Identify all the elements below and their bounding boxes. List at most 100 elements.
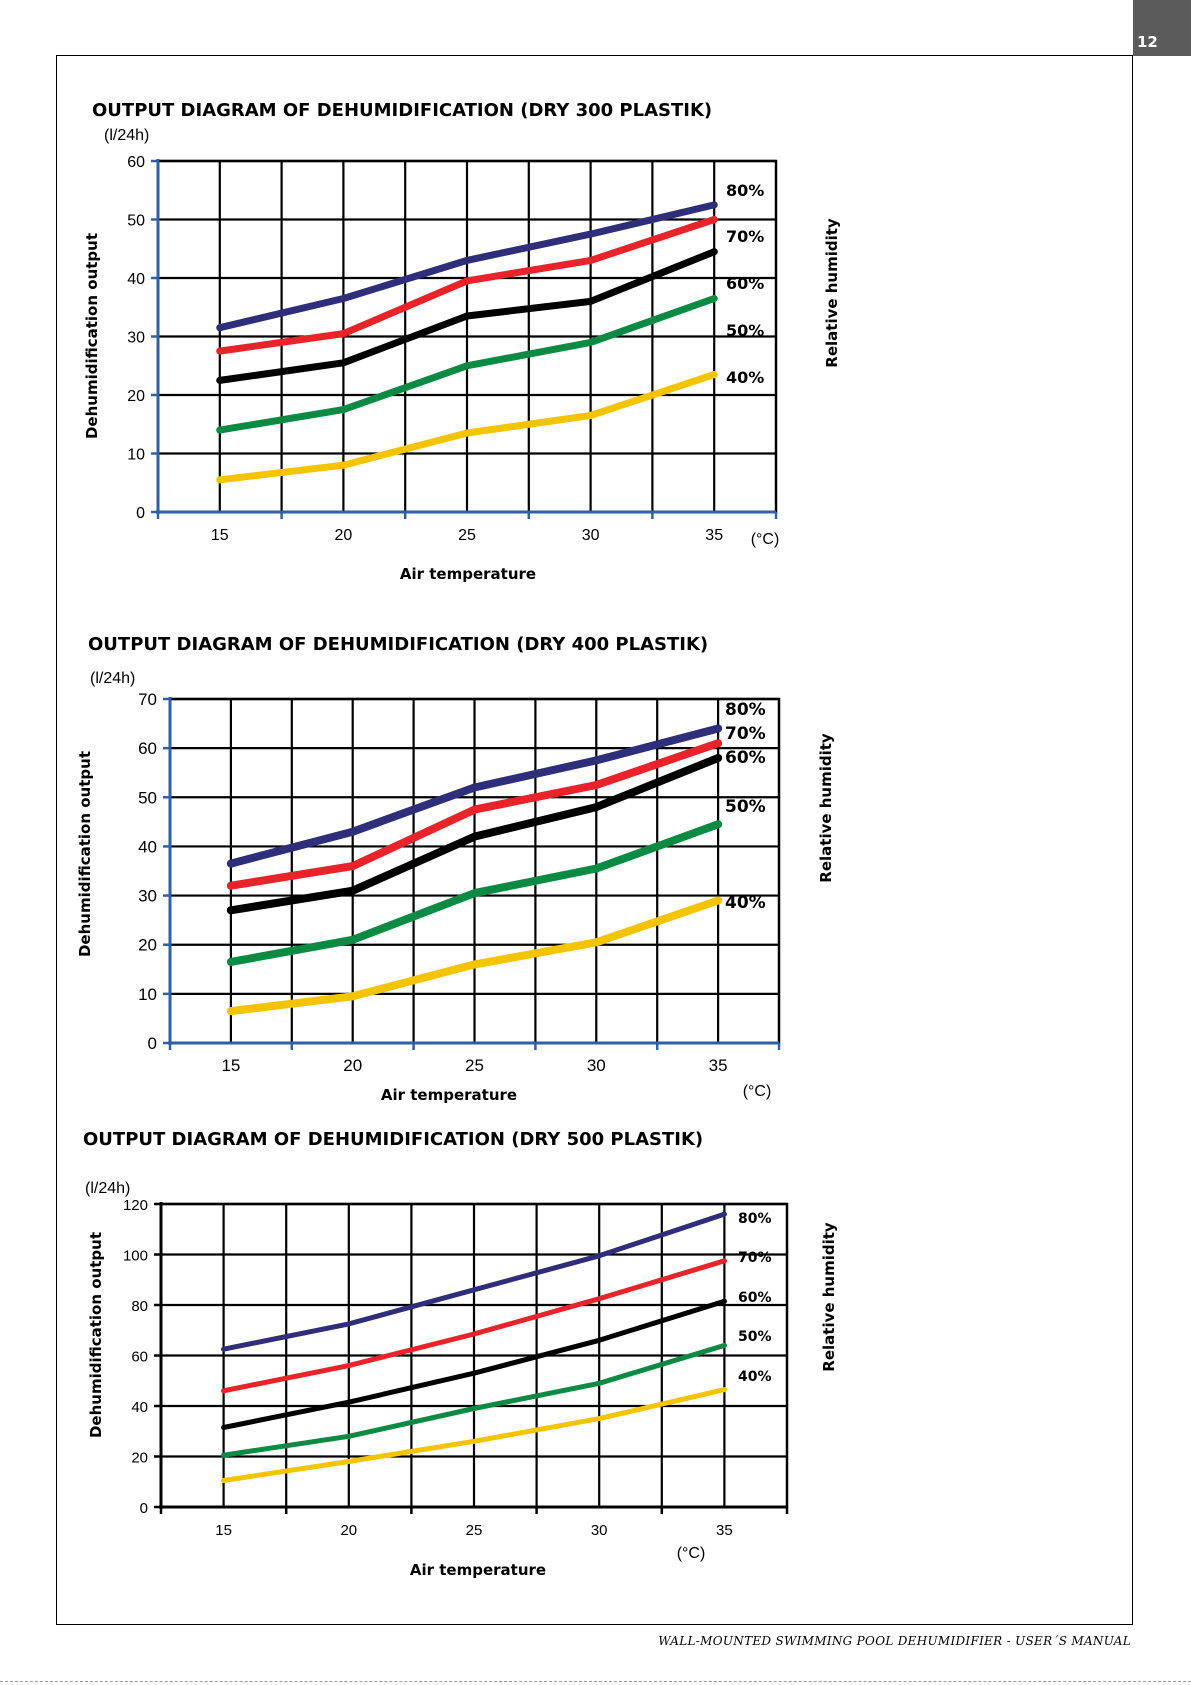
data-point-40pct [226, 1007, 235, 1016]
data-point-70pct [346, 1363, 352, 1369]
data-point-80pct [221, 1346, 227, 1352]
y-tick-label: 20 [131, 1450, 148, 1467]
data-point-70pct [221, 1388, 227, 1394]
y-axis-label: Dehumidification output [87, 1232, 105, 1438]
data-point-50pct [463, 362, 471, 370]
bottom-rule [0, 1681, 1191, 1682]
y-tick-label: 120 [123, 1197, 148, 1214]
data-point-70pct [470, 805, 479, 814]
data-point-60pct [592, 803, 601, 812]
y-tick-label: 40 [138, 837, 157, 856]
data-point-60pct [470, 832, 479, 841]
data-point-50pct [470, 889, 479, 898]
y-tick-label: 30 [138, 887, 157, 906]
y-tick-label: 40 [131, 1399, 148, 1416]
legend-title-relative-humidity: Relative humidity [823, 218, 841, 368]
data-point-70pct [721, 1258, 727, 1264]
y-tick-label: 0 [140, 1500, 148, 1517]
data-point-60pct [339, 359, 347, 367]
data-point-40pct [596, 1416, 602, 1422]
data-point-40pct [221, 1477, 227, 1483]
data-point-80pct [596, 1253, 602, 1259]
data-point-50pct [216, 426, 224, 434]
data-point-40pct [216, 476, 224, 484]
x-tick-label: 15 [211, 527, 229, 544]
data-point-60pct [221, 1424, 227, 1430]
x-unit-label: (°C) [743, 1083, 772, 1100]
legend-title-relative-humidity: Relative humidity [817, 733, 835, 883]
y-unit-label: (l/24h) [90, 670, 135, 687]
data-point-40pct [710, 371, 718, 379]
data-point-80pct [348, 827, 357, 836]
x-tick-label: 35 [716, 1522, 733, 1539]
y-tick-label: 70 [138, 690, 157, 709]
data-point-40pct [348, 992, 357, 1001]
data-point-60pct [463, 312, 471, 320]
x-tick-label: 20 [343, 1056, 362, 1075]
data-point-80pct [721, 1211, 727, 1217]
y-tick-label: 20 [127, 388, 145, 405]
data-point-40pct [463, 429, 471, 437]
data-point-80pct [471, 1287, 477, 1293]
y-tick-label: 60 [131, 1349, 148, 1366]
data-point-80pct [339, 294, 347, 302]
data-point-70pct [463, 277, 471, 285]
data-point-70pct [587, 256, 595, 264]
data-point-80pct [346, 1321, 352, 1327]
data-point-60pct [710, 248, 718, 256]
data-point-70pct [596, 1296, 602, 1302]
data-point-50pct [596, 1380, 602, 1386]
series-label-50pct: 50% [725, 797, 766, 817]
page-number-tab: 12 [1133, 0, 1191, 56]
data-point-40pct [592, 938, 601, 947]
y-unit-label: (l/24h) [85, 1180, 130, 1197]
data-point-50pct [226, 957, 235, 966]
data-point-60pct [216, 376, 224, 384]
chart-title: OUTPUT DIAGRAM OF DEHUMIDIFICATION (DRY … [92, 100, 712, 121]
x-tick-label: 30 [582, 527, 600, 544]
x-tick-label: 30 [587, 1056, 606, 1075]
data-point-40pct [714, 896, 723, 905]
series-label-50pct: 50% [726, 321, 764, 340]
data-point-70pct [710, 216, 718, 223]
data-point-60pct [714, 753, 723, 762]
page-number: 12 [1137, 33, 1158, 51]
data-point-60pct [346, 1399, 352, 1405]
data-point-70pct [471, 1331, 477, 1337]
page-frame [56, 55, 1133, 1625]
data-point-40pct [721, 1387, 727, 1393]
data-point-60pct [721, 1298, 727, 1304]
data-point-50pct [714, 820, 723, 829]
y-tick-label: 80 [131, 1298, 148, 1315]
data-point-50pct [339, 406, 347, 414]
data-point-80pct [470, 783, 479, 792]
series-label-60pct: 60% [725, 748, 766, 768]
y-tick-label: 40 [127, 271, 145, 288]
x-tick-label: 35 [705, 527, 723, 544]
x-tick-label: 25 [466, 1522, 483, 1539]
y-tick-label: 0 [136, 505, 145, 522]
y-tick-label: 60 [127, 154, 145, 171]
y-tick-label: 0 [148, 1034, 157, 1053]
y-tick-label: 50 [138, 788, 157, 807]
series-label-40pct: 40% [725, 893, 766, 913]
y-tick-label: 10 [127, 447, 145, 464]
data-point-70pct [714, 739, 723, 748]
series-label-50pct: 50% [738, 1329, 772, 1345]
data-point-70pct [339, 330, 347, 338]
data-point-70pct [348, 862, 357, 871]
x-tick-label: 15 [215, 1522, 232, 1539]
data-point-60pct [471, 1370, 477, 1376]
data-point-80pct [710, 201, 718, 209]
footer-manual-title: WALL-MOUNTED SWIMMING POOL DEHUMIDIFIER … [658, 1634, 1131, 1648]
y-tick-label: 60 [138, 739, 157, 758]
series-label-80pct: 80% [725, 700, 766, 720]
data-point-40pct [471, 1438, 477, 1444]
series-label-60pct: 60% [738, 1290, 772, 1306]
series-label-70pct: 70% [726, 227, 764, 246]
y-tick-label: 30 [127, 330, 145, 347]
data-point-40pct [587, 411, 595, 419]
x-tick-label: 30 [591, 1522, 608, 1539]
